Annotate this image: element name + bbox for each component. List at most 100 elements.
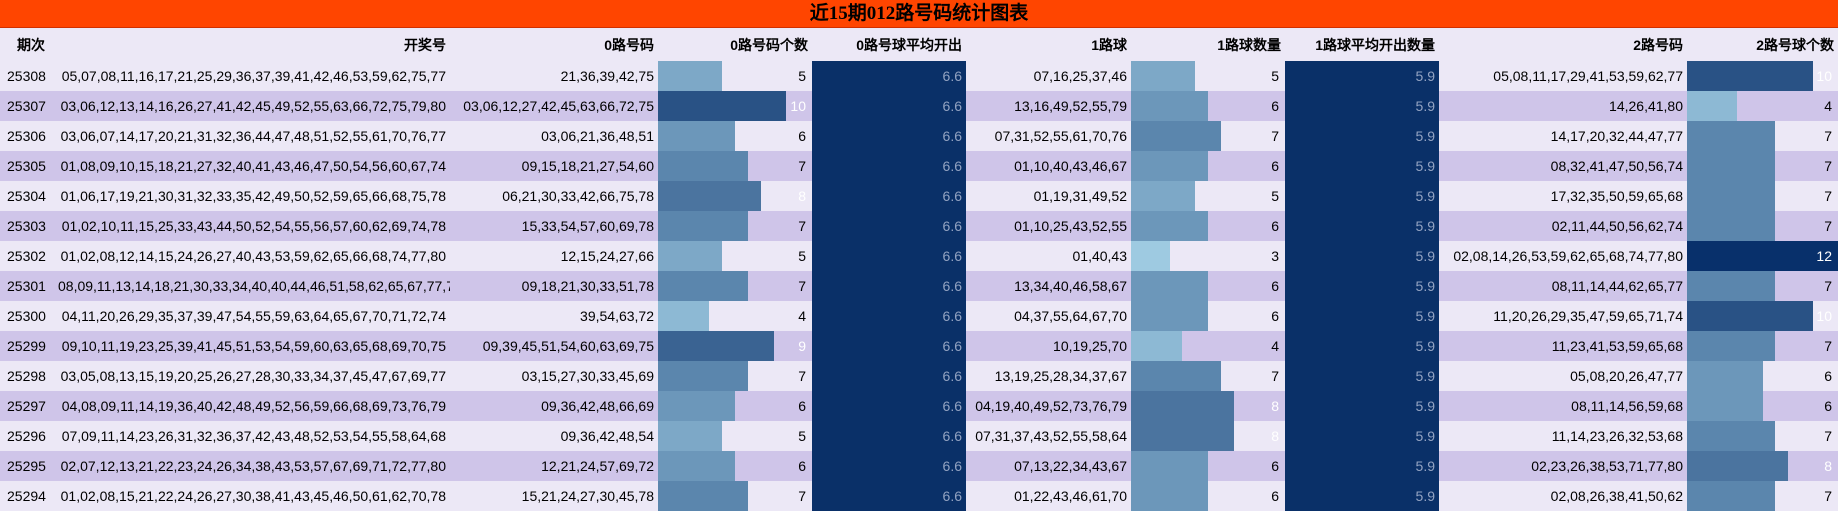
- cell-route0-numbers: 09,18,21,30,33,51,78: [450, 271, 658, 301]
- table-row: 25307 03,06,12,13,14,16,26,27,41,42,45,49…: [0, 91, 1838, 121]
- cell-route2-numbers: 14,17,20,32,44,47,77: [1439, 121, 1687, 151]
- cell-route2-count: 8: [1687, 451, 1838, 481]
- cell-route1-numbers: 07,31,52,55,61,70,76: [966, 121, 1131, 151]
- table-row: 25304 01,06,17,19,21,30,31,32,33,35,42,49…: [0, 181, 1838, 211]
- cell-route2-count: 7: [1687, 421, 1838, 451]
- cell-route0-count: 6: [658, 391, 812, 421]
- count-value: 7: [1824, 488, 1832, 504]
- cell-route0-numbers: 15,21,24,27,30,45,78: [450, 481, 658, 511]
- count-bar-fill: [1131, 151, 1208, 181]
- cell-route1-avg: 5.9: [1285, 421, 1439, 451]
- count-value: 10: [790, 98, 806, 114]
- cell-route0-avg: 6.6: [812, 91, 966, 121]
- cell-numbers: 01,08,09,10,15,18,21,27,32,40,41,43,46,4…: [58, 151, 450, 181]
- header-route0-numbers: 0路号码: [450, 28, 658, 61]
- count-value: 5: [798, 68, 806, 84]
- cell-route2-count: 10: [1687, 61, 1838, 91]
- cell-route1-count: 7: [1131, 361, 1285, 391]
- count-bar-fill: [1131, 421, 1234, 451]
- cell-route0-avg: 6.6: [812, 301, 966, 331]
- cell-route0-count: 7: [658, 271, 812, 301]
- cell-route0-avg: 6.6: [812, 421, 966, 451]
- cell-route2-numbers: 14,26,41,80: [1439, 91, 1687, 121]
- count-value: 6: [1271, 158, 1279, 174]
- count-bar-fill: [1687, 391, 1763, 421]
- cell-period: 25303: [0, 211, 58, 241]
- count-value: 8: [798, 188, 806, 204]
- count-value: 6: [1271, 308, 1279, 324]
- count-bar-fill: [1687, 481, 1776, 511]
- count-value: 5: [1271, 188, 1279, 204]
- count-bar-fill: [1131, 451, 1208, 481]
- count-bar-fill: [658, 361, 748, 391]
- cell-route1-avg: 5.9: [1285, 61, 1439, 91]
- cell-route1-count: 4: [1131, 331, 1285, 361]
- cell-route2-count: 4: [1687, 91, 1838, 121]
- cell-route2-count: 12: [1687, 241, 1838, 271]
- table-row: 25297 04,08,09,11,14,19,36,40,42,48,49,52…: [0, 391, 1838, 421]
- cell-route0-count: 5: [658, 61, 812, 91]
- cell-route1-avg: 5.9: [1285, 331, 1439, 361]
- count-value: 7: [1824, 278, 1832, 294]
- cell-numbers: 01,02,10,11,15,25,33,43,44,50,52,54,55,5…: [58, 211, 450, 241]
- cell-period: 25307: [0, 91, 58, 121]
- cell-route2-count: 7: [1687, 151, 1838, 181]
- count-value: 12: [1816, 248, 1832, 264]
- cell-route0-avg: 6.6: [812, 211, 966, 241]
- cell-route1-avg: 5.9: [1285, 181, 1439, 211]
- cell-route1-avg: 5.9: [1285, 481, 1439, 511]
- cell-route0-count: 7: [658, 481, 812, 511]
- cell-route0-avg: 6.6: [812, 61, 966, 91]
- count-bar-fill: [658, 421, 723, 451]
- count-bar-fill: [1131, 391, 1234, 421]
- count-bar-fill: [658, 331, 774, 361]
- cell-route0-count: 6: [658, 121, 812, 151]
- count-value: 5: [798, 428, 806, 444]
- cell-route1-numbers: 01,22,43,46,61,70: [966, 481, 1131, 511]
- count-value: 7: [1824, 338, 1832, 354]
- count-value: 6: [798, 128, 806, 144]
- cell-route0-numbers: 15,33,54,57,60,69,78: [450, 211, 658, 241]
- cell-route2-numbers: 05,08,11,17,29,41,53,59,62,77: [1439, 61, 1687, 91]
- count-value: 9: [798, 338, 806, 354]
- cell-route1-numbers: 07,13,22,34,43,67: [966, 451, 1131, 481]
- cell-numbers: 08,09,11,13,14,18,21,30,33,34,40,40,44,4…: [58, 271, 450, 301]
- count-bar-fill: [1687, 451, 1788, 481]
- count-value: 6: [1271, 458, 1279, 474]
- count-value: 6: [1824, 398, 1832, 414]
- count-bar-fill: [1131, 331, 1183, 361]
- count-value: 4: [798, 308, 806, 324]
- cell-route2-numbers: 05,08,20,26,47,77: [1439, 361, 1687, 391]
- cell-route1-numbers: 04,19,40,49,52,73,76,79: [966, 391, 1131, 421]
- cell-route1-avg: 5.9: [1285, 301, 1439, 331]
- count-bar-fill: [658, 481, 748, 511]
- cell-route0-avg: 6.6: [812, 361, 966, 391]
- table-row: 25296 07,09,11,14,23,26,31,32,36,37,42,43…: [0, 421, 1838, 451]
- header-route0-count: 0路号码个数: [658, 28, 812, 61]
- cell-period: 25305: [0, 151, 58, 181]
- cell-route2-numbers: 02,11,44,50,56,62,74: [1439, 211, 1687, 241]
- count-value: 6: [1271, 278, 1279, 294]
- header-route1-avg: 1路球平均开出数量: [1285, 28, 1439, 61]
- cell-route0-numbers: 09,36,42,48,66,69: [450, 391, 658, 421]
- count-value: 7: [1824, 128, 1832, 144]
- table-row: 25300 04,11,20,26,29,35,37,39,47,54,55,59…: [0, 301, 1838, 331]
- table-row: 25301 08,09,11,13,14,18,21,30,33,34,40,40…: [0, 271, 1838, 301]
- cell-route1-count: 3: [1131, 241, 1285, 271]
- count-bar-fill: [658, 211, 748, 241]
- count-bar-fill: [658, 271, 748, 301]
- cell-route1-numbers: 10,19,25,70: [966, 331, 1131, 361]
- count-value: 6: [1271, 98, 1279, 114]
- cell-numbers: 09,10,11,19,23,25,39,41,45,51,53,54,59,6…: [58, 331, 450, 361]
- count-value: 8: [1824, 458, 1832, 474]
- table-row: 25294 01,02,08,15,21,22,24,26,27,30,38,41…: [0, 481, 1838, 511]
- cell-period: 25308: [0, 61, 58, 91]
- cell-route1-avg: 5.9: [1285, 391, 1439, 421]
- cell-numbers: 01,02,08,15,21,22,24,26,27,30,38,41,43,4…: [58, 481, 450, 511]
- cell-route2-numbers: 08,11,14,56,59,68: [1439, 391, 1687, 421]
- cell-route1-count: 7: [1131, 121, 1285, 151]
- cell-route1-avg: 5.9: [1285, 361, 1439, 391]
- cell-route2-numbers: 08,11,14,44,62,65,77: [1439, 271, 1687, 301]
- cell-numbers: 03,05,08,13,15,19,20,25,26,27,28,30,33,3…: [58, 361, 450, 391]
- cell-route0-avg: 6.6: [812, 181, 966, 211]
